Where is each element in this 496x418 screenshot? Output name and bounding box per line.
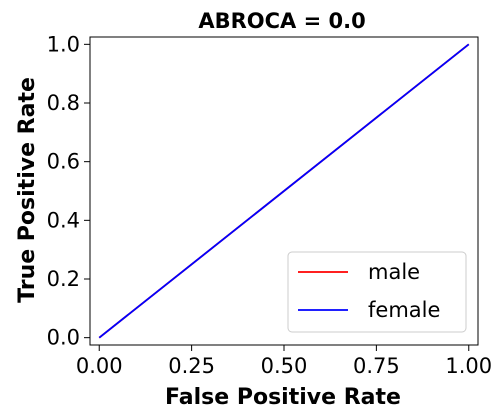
series-lines [98, 43, 470, 339]
x-axis-ticks: 0.00 0.25 0.50 0.75 1.00 [76, 345, 492, 378]
series-line-female [98, 43, 470, 339]
y-tick-label: 0.8 [47, 91, 80, 115]
x-tick-label: 0.75 [353, 354, 400, 378]
x-tick-label: 0.00 [76, 354, 123, 378]
x-axis-title: False Positive Rate [165, 385, 401, 410]
legend: male female [287, 251, 467, 333]
y-tick-label: 0.6 [47, 150, 80, 174]
legend-label-female: female [368, 298, 440, 322]
y-tick-label: 1.0 [47, 32, 80, 56]
y-axis-title: True Positive Rate [15, 77, 40, 303]
y-axis-ticks: 0.0 0.2 0.4 0.6 0.8 1.0 [47, 32, 90, 350]
legend-label-male: male [368, 260, 420, 284]
x-tick-label: 1.00 [445, 354, 492, 378]
y-tick-label: 0.2 [47, 267, 80, 291]
y-tick-label: 0.4 [47, 208, 80, 232]
x-tick-label: 0.25 [168, 354, 215, 378]
chart-title: ABROCA = 0.0 [198, 9, 365, 33]
y-tick-label: 0.0 [47, 326, 80, 350]
x-tick-label: 0.50 [261, 354, 308, 378]
